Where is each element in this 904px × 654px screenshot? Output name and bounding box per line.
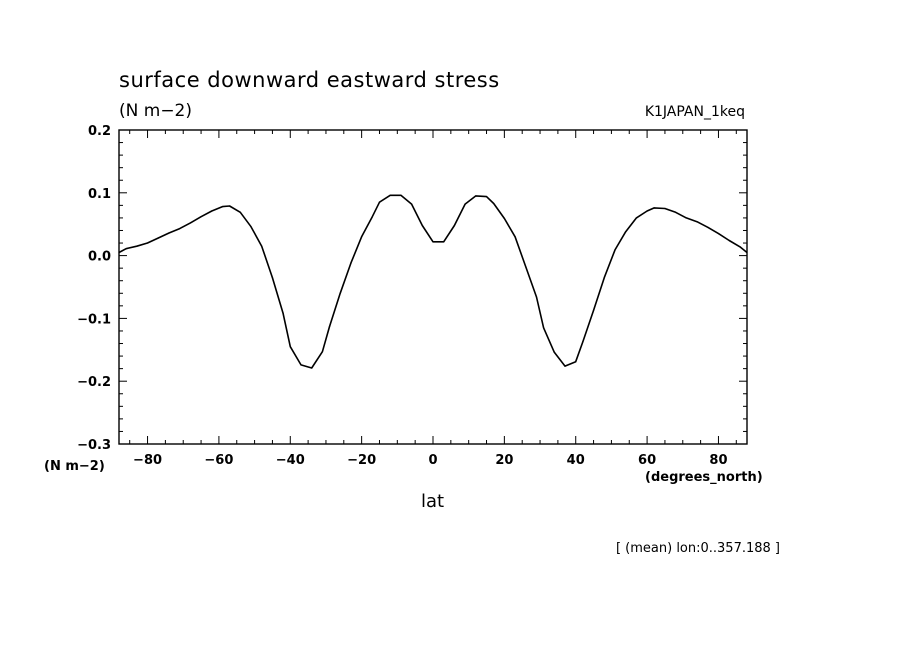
data-point bbox=[664, 207, 666, 210]
data-point bbox=[168, 232, 170, 234]
data-point bbox=[543, 327, 545, 329]
data-point bbox=[696, 221, 698, 223]
data-point bbox=[421, 224, 423, 227]
x-tick-label: 0 bbox=[428, 453, 437, 468]
data-point bbox=[157, 237, 159, 239]
data-point bbox=[582, 341, 584, 343]
data-point bbox=[453, 224, 456, 227]
plot-area-border bbox=[118, 129, 748, 445]
data-point bbox=[535, 296, 538, 298]
data-point bbox=[717, 233, 720, 235]
data-point bbox=[553, 351, 555, 353]
dataset-label: K1JAPAN_1keq bbox=[644, 104, 745, 120]
y-tick-label: −0.1 bbox=[77, 312, 111, 327]
data-point bbox=[118, 251, 120, 254]
data-point bbox=[564, 365, 566, 367]
x-tick-label: −40 bbox=[276, 453, 305, 468]
data-point bbox=[271, 276, 274, 279]
data-point bbox=[635, 217, 637, 219]
data-point bbox=[328, 325, 331, 328]
data-point bbox=[432, 241, 434, 243]
y-tick-label: 0.2 bbox=[88, 124, 111, 139]
data-point bbox=[311, 367, 313, 369]
data-point bbox=[321, 351, 323, 353]
data-point bbox=[211, 210, 213, 212]
data-point bbox=[646, 210, 648, 212]
data-point bbox=[614, 249, 616, 251]
series-line bbox=[118, 194, 748, 369]
data-point bbox=[525, 266, 527, 268]
data-point bbox=[746, 251, 748, 254]
plot-frame bbox=[118, 129, 748, 445]
x-tick-label: 20 bbox=[495, 453, 513, 468]
data-point bbox=[653, 207, 655, 209]
x-tick-label: −20 bbox=[347, 453, 376, 468]
data-point bbox=[675, 211, 677, 213]
data-point bbox=[728, 239, 730, 242]
data-point bbox=[493, 202, 495, 205]
data-point bbox=[685, 217, 687, 219]
mean-note: [ (mean) lon:0..357.188 ] bbox=[615, 541, 780, 556]
data-point bbox=[592, 309, 595, 311]
chart-title: surface downward eastward stress bbox=[119, 68, 500, 92]
data-point bbox=[200, 216, 202, 218]
units-label: (N m−2) bbox=[119, 101, 193, 121]
data-point bbox=[575, 361, 577, 363]
x-axis-label: lat bbox=[421, 491, 445, 512]
data-point bbox=[189, 222, 191, 224]
data-point bbox=[221, 206, 224, 208]
data-point bbox=[229, 205, 231, 207]
axis-tick-labels: −80 −60 −40 −20 0 20 40 60 80 0.2 0.1 0.0 −0.1 −0.2 −0… bbox=[77, 124, 727, 468]
data-point bbox=[739, 246, 741, 248]
data-point bbox=[250, 226, 252, 228]
data-point bbox=[503, 217, 505, 220]
data-point bbox=[625, 231, 627, 233]
y-axis-unit: (N m−2) bbox=[44, 459, 105, 474]
data-point bbox=[603, 276, 605, 279]
data-point bbox=[410, 203, 413, 205]
data-point bbox=[400, 194, 402, 196]
x-tick-label: 60 bbox=[638, 453, 656, 468]
data-point bbox=[239, 211, 241, 213]
data-point bbox=[389, 194, 391, 196]
data-point bbox=[179, 227, 181, 230]
series-group bbox=[118, 194, 748, 369]
data-point bbox=[289, 346, 291, 348]
x-tick-label: 80 bbox=[709, 453, 727, 468]
y-tick-label: −0.2 bbox=[77, 375, 111, 390]
data-point bbox=[350, 262, 352, 264]
axis-ticks bbox=[119, 129, 747, 445]
data-point bbox=[485, 195, 488, 198]
data-point bbox=[136, 245, 138, 247]
y-tick-label: −0.3 bbox=[77, 438, 111, 453]
x-axis-unit: (degrees_north) bbox=[645, 470, 763, 485]
data-point bbox=[378, 201, 381, 203]
data-point bbox=[361, 236, 363, 238]
data-point bbox=[282, 312, 284, 314]
data-point bbox=[300, 364, 302, 366]
x-tick-label: 40 bbox=[567, 453, 585, 468]
x-tick-label: −80 bbox=[133, 453, 162, 468]
x-tick-label: −60 bbox=[204, 453, 233, 468]
data-point bbox=[443, 241, 445, 243]
y-tick-label: 0.1 bbox=[88, 187, 111, 202]
data-point bbox=[464, 203, 466, 205]
data-point bbox=[514, 236, 516, 238]
y-tick-label: 0.0 bbox=[88, 250, 111, 265]
data-point bbox=[125, 248, 127, 250]
data-point bbox=[371, 216, 373, 218]
data-point bbox=[707, 226, 709, 228]
data-point bbox=[475, 195, 477, 197]
data-point bbox=[339, 292, 341, 294]
data-point bbox=[261, 245, 263, 247]
data-point bbox=[146, 242, 149, 244]
